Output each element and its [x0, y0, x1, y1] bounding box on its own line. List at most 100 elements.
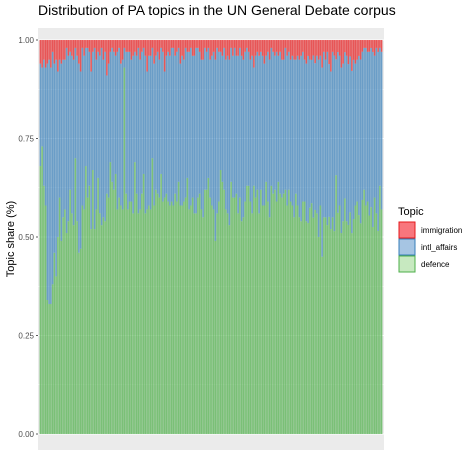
bar-segment-immigration	[296, 40, 299, 56]
bar-segment-immigration	[100, 40, 103, 48]
bar-segment-intl-affairs	[365, 47, 367, 206]
bar-segment-defence	[205, 189, 208, 434]
bar-segment-intl-affairs	[342, 63, 344, 222]
bar-segment-immigration	[272, 40, 274, 52]
bar-segment-immigration	[85, 40, 87, 48]
bar-segment-defence	[148, 205, 150, 434]
bar-segment-immigration	[335, 40, 337, 60]
bar-segment-defence	[44, 205, 47, 434]
bar-segment-immigration	[113, 40, 115, 52]
bar-segment-defence	[251, 213, 253, 434]
bar-segment-intl-affairs	[305, 63, 308, 222]
bar-segment-defence	[337, 212, 339, 434]
bar-segment-intl-affairs	[379, 47, 381, 186]
bar-segment-defence	[345, 221, 348, 434]
bar-segment-intl-affairs	[288, 51, 290, 190]
bar-segment-immigration	[370, 40, 372, 48]
bar-segment-defence	[380, 209, 383, 434]
bar-segment-immigration	[97, 40, 99, 52]
bar-segment-immigration	[317, 40, 320, 60]
bar-segment-defence	[78, 252, 80, 434]
bar-segment-defence	[100, 225, 103, 434]
bar-segment-intl-affairs	[282, 59, 285, 194]
bar-segment-defence	[312, 217, 315, 434]
bar-segment-immigration	[151, 40, 154, 48]
bar-segment-defence	[351, 233, 353, 434]
bar-segment-defence	[296, 205, 299, 434]
bar-segment-defence	[113, 189, 115, 434]
bar-segment-immigration	[379, 40, 381, 48]
bar-segment-intl-affairs	[93, 47, 96, 230]
legend-title: Topic	[398, 206, 424, 218]
bar-segment-immigration	[282, 40, 285, 60]
chart-title: Distribution of PA topics in the UN Gene…	[38, 2, 396, 18]
bar-segment-intl-affairs	[177, 47, 180, 182]
bar-segment-intl-affairs	[57, 71, 59, 238]
bar-segment-immigration	[149, 40, 152, 56]
bar-segment-immigration	[183, 40, 185, 60]
bar-segment-immigration	[93, 40, 96, 48]
bar-segment-defence	[232, 197, 234, 434]
bar-segment-defence	[41, 146, 43, 434]
bar-segment-defence	[90, 229, 92, 434]
bar-segment-defence	[62, 217, 64, 434]
bar-segment-defence	[335, 175, 337, 434]
y-axis: 0.00 0.25 0.50 0.75 1.00	[18, 36, 38, 439]
bar-segment-immigration	[244, 40, 246, 52]
bar-segment-defence	[302, 201, 304, 434]
bar-segment-immigration	[291, 40, 294, 56]
bar-segment-immigration	[62, 40, 64, 60]
bar-segment-intl-affairs	[65, 47, 68, 234]
bar-segment-intl-affairs	[281, 59, 283, 198]
bar-segment-defence	[174, 193, 176, 434]
bar-segment-intl-affairs	[372, 51, 374, 228]
bar-segment-intl-affairs	[380, 51, 383, 210]
bar-segment-defence	[165, 193, 168, 434]
bar-segment-defence	[67, 221, 70, 434]
bar-segment-immigration	[380, 40, 383, 52]
bar-segment-intl-affairs	[291, 55, 294, 206]
bar-segment-defence	[365, 205, 367, 434]
legend-key-defence	[398, 255, 416, 273]
bar-segment-intl-affairs	[366, 51, 369, 202]
bar-segment-defence	[358, 215, 360, 434]
y-tick-label: 0.50	[18, 233, 34, 242]
bar-segment-intl-affairs	[344, 52, 346, 199]
bar-segment-intl-affairs	[62, 59, 64, 218]
bar-segment-immigration	[78, 40, 80, 64]
y-tick-label: 0.75	[18, 135, 34, 144]
bar-segment-immigration	[57, 40, 59, 72]
bar-segment-immigration	[67, 40, 70, 56]
bar-segment-intl-affairs	[71, 55, 73, 214]
bar-segment-intl-affairs	[233, 47, 236, 198]
bar-segment-intl-affairs	[99, 55, 101, 214]
bar-segment-intl-affairs	[237, 55, 239, 214]
bar-segment-immigration	[368, 40, 371, 52]
bar-segment-intl-affairs	[223, 47, 225, 190]
bar-segment-immigration	[303, 40, 306, 60]
bar-segment-intl-affairs	[356, 59, 358, 202]
bar-segment-intl-affairs	[298, 59, 301, 218]
bar-segment-intl-affairs	[190, 47, 192, 206]
bar-segment-intl-affairs	[128, 51, 131, 202]
bar-segment-intl-affairs	[312, 55, 315, 218]
bar-segment-immigration	[338, 40, 341, 56]
bar-segment-immigration	[88, 40, 91, 52]
bar-segment-immigration	[104, 40, 106, 52]
bar-segment-immigration	[366, 40, 369, 52]
bar-segment-immigration	[48, 40, 50, 60]
bar-segment-intl-affairs	[41, 67, 43, 147]
bar-segment-defence	[219, 170, 222, 434]
bar-segment-intl-affairs	[118, 47, 120, 198]
bar-segment-intl-affairs	[219, 51, 222, 171]
bar-segment-immigration	[99, 40, 101, 56]
bar-segment-intl-affairs	[289, 59, 292, 202]
bar-segment-immigration	[146, 40, 148, 72]
bar-segment-intl-affairs	[331, 51, 334, 218]
bar-segment-defence	[247, 185, 250, 434]
bar-segment-immigration	[254, 40, 257, 56]
bar-segment-defence	[225, 209, 227, 434]
bar-segment-defence	[330, 229, 332, 434]
bar-segment-intl-affairs	[211, 55, 213, 206]
bar-segment-intl-affairs	[64, 59, 66, 210]
